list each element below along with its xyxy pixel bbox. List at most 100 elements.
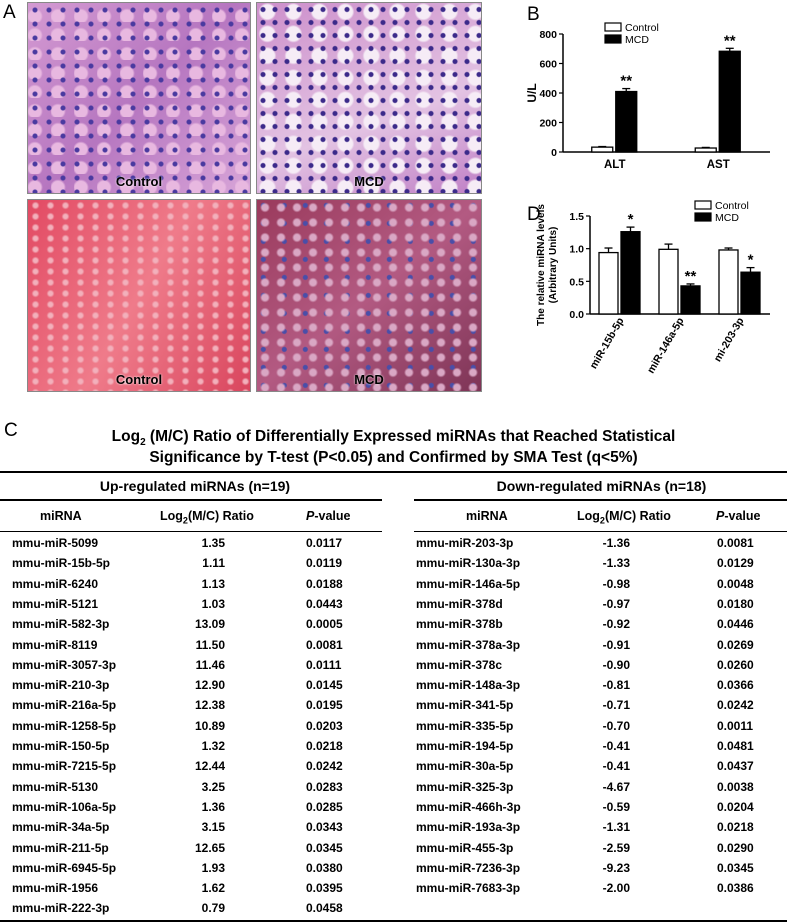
ratio-cell: -1.36 (602, 536, 630, 550)
table-row: mmu-miR-1956 1.62 0.0395 (0, 878, 382, 898)
mirna-cell: mmu-miR-146a-5p (416, 576, 521, 591)
x-tick-label: mi-203-3p (712, 316, 747, 364)
table-row: mmu-miR-5121 1.03 0.0443 (0, 594, 382, 614)
ratio-cell: -1.31 (602, 820, 630, 835)
pvalue-cell: 0.0011 (717, 718, 754, 733)
bar-mcd-mir-15b-5p (620, 231, 641, 315)
histology-he-mcd: MCD (256, 2, 482, 194)
table-bottom-rule (0, 920, 787, 922)
mirna-cell: mmu-miR-194-5p (416, 739, 514, 753)
table-row: mmu-miR-34a-5p 3.15 0.0343 (0, 817, 382, 837)
histology-label: Control (115, 174, 163, 189)
pvalue-cell: 0.0218 (306, 739, 343, 753)
table-row: mmu-miR-335-5p -0.70 0.0011 (414, 716, 787, 736)
x-tick-label: ALT (604, 159, 626, 171)
pvalue-cell: 0.0386 (717, 881, 754, 896)
mirna-cell: mmu-miR-216a-5p (12, 698, 117, 713)
table-row: mmu-miR-222-3p 0.79 0.0458 (0, 898, 382, 918)
table-row: mmu-miR-341-5p -0.71 0.0242 (414, 695, 787, 715)
pvalue-cell: 0.0048 (717, 576, 754, 591)
ratio-cell: -9.23 (602, 860, 630, 875)
y-tick-label: 400 (539, 88, 557, 100)
mirna-cell: mmu-miR-203-3p (416, 536, 514, 550)
ratio-cell: 10.89 (194, 718, 225, 733)
bar-mcd-alt (615, 90, 638, 153)
pvalue-cell: 0.0145 (306, 678, 343, 693)
pvalue-cell: 0.0458 (306, 901, 343, 916)
y-axis-label-group: The relative miRNA levels (Arbitrary Unit… (536, 204, 559, 326)
pvalue-cell: 0.0117 (306, 536, 343, 550)
ratio-cell: 3.25 (201, 779, 225, 794)
ratio-cell: -0.90 (602, 657, 630, 672)
significance-marker: ** (685, 268, 697, 285)
up-column-rule (0, 531, 382, 532)
mirna-cell: mmu-miR-34a-5p (12, 820, 110, 835)
mirna-cell: mmu-miR-378c (416, 657, 503, 672)
mirna-cell: mmu-miR-106a-5p (12, 799, 117, 814)
pvalue-cell: 0.0188 (306, 576, 343, 591)
mirna-cell: mmu-miR-7683-3p (416, 881, 521, 896)
pvalue-cell: 0.0366 (717, 678, 754, 693)
pvalue-cell: 0.0195 (306, 698, 343, 713)
ratio-cell: 3.15 (201, 820, 225, 835)
ratio-cell: 12.38 (194, 698, 225, 713)
table-row: mmu-miR-582-3p 13.09 0.0005 (0, 614, 382, 634)
table-row: mmu-miR-210-3p 12.90 0.0145 (0, 675, 382, 695)
histology-trichrome-mcd: MCD (256, 199, 482, 392)
y-tick-label: 0.0 (569, 309, 584, 321)
mirna-cell: mmu-miR-1258-5p (12, 718, 117, 733)
table-row: mmu-miR-150-5p 1.32 0.0218 (0, 736, 382, 756)
mirna-cell: mmu-miR-7236-3p (416, 860, 521, 875)
table-row: mmu-miR-7683-3p -2.00 0.0386 (414, 878, 787, 898)
y-tick-label: 1.5 (569, 211, 584, 223)
table-row: mmu-miR-15b-5p 1.11 0.0119 (0, 553, 382, 573)
table-row: mmu-miR-211-5p 12.65 0.0345 (0, 838, 382, 858)
down-col-mirna: miRNA (466, 509, 508, 523)
table-row: mmu-miR-466h-3p -0.59 0.0204 (414, 797, 787, 817)
table-row: mmu-miR-3057-3p 11.46 0.0111 (0, 655, 382, 675)
mirna-cell: mmu-miR-211-5p (12, 840, 109, 855)
table-row: mmu-miR-455-3p -2.59 0.0290 (414, 838, 787, 858)
ratio-cell: 0.79 (201, 901, 225, 916)
ratio-cell: -4.67 (602, 779, 630, 794)
pvalue-cell: 0.0203 (306, 718, 343, 733)
pvalue-cell: 0.0285 (306, 799, 343, 814)
down-col-pvalue: P-value (716, 509, 761, 523)
mirna-cell: mmu-miR-30a-5p (416, 759, 514, 774)
bar-control-ast (694, 147, 717, 153)
down-header-rule (414, 499, 787, 501)
ratio-cell: -0.41 (602, 759, 630, 774)
up-col-ratio: Log2(M/C) Ratio (160, 509, 254, 526)
ratio-cell: 1.36 (201, 799, 225, 814)
ratio-cell: -0.70 (602, 718, 630, 733)
up-regulated-table: mmu-miR-5099 1.35 0.0117 mmu-miR-15b-5p 1.11… (0, 533, 382, 919)
significance-marker: * (748, 252, 754, 269)
down-regulated-table: mmu-miR-203-3p -1.36 0.0081 mmu-miR-130a-3p… (414, 533, 787, 919)
ratio-cell: 12.65 (194, 840, 225, 855)
mirna-cell: mmu-miR-325-3p (416, 779, 514, 794)
x-tick-label-group: mi-203-3p (712, 316, 747, 364)
panel-letter-d: D (527, 204, 541, 225)
legend-label: Control (715, 200, 749, 212)
y-axis-label-group: U/L (525, 83, 539, 102)
table-row: mmu-miR-6240 1.13 0.0188 (0, 574, 382, 594)
mirna-cell: mmu-miR-1956 (12, 881, 99, 896)
pvalue-cell: 0.0481 (717, 739, 754, 753)
y-tick-label: 200 (539, 118, 557, 130)
up-col-mirna: miRNA (40, 509, 82, 523)
pvalue-cell: 0.0180 (717, 596, 754, 611)
significance-marker: * (628, 211, 634, 228)
histology-he-control: Control (27, 2, 251, 194)
ratio-cell: -0.71 (602, 698, 630, 713)
legend-label: MCD (715, 212, 739, 224)
up-col-pvalue: P-value (306, 509, 351, 523)
pvalue-cell: 0.0283 (306, 779, 343, 794)
pvalue-cell: 0.0081 (717, 536, 754, 550)
pvalue-cell: 0.0038 (717, 779, 754, 794)
y-tick-label: 1.0 (569, 244, 584, 256)
y-tick-label: 0 (551, 147, 557, 159)
mirna-cell: mmu-miR-193a-3p (416, 820, 521, 835)
mirna-cell: mmu-miR-378b (416, 617, 503, 632)
table-top-rule (0, 471, 787, 473)
